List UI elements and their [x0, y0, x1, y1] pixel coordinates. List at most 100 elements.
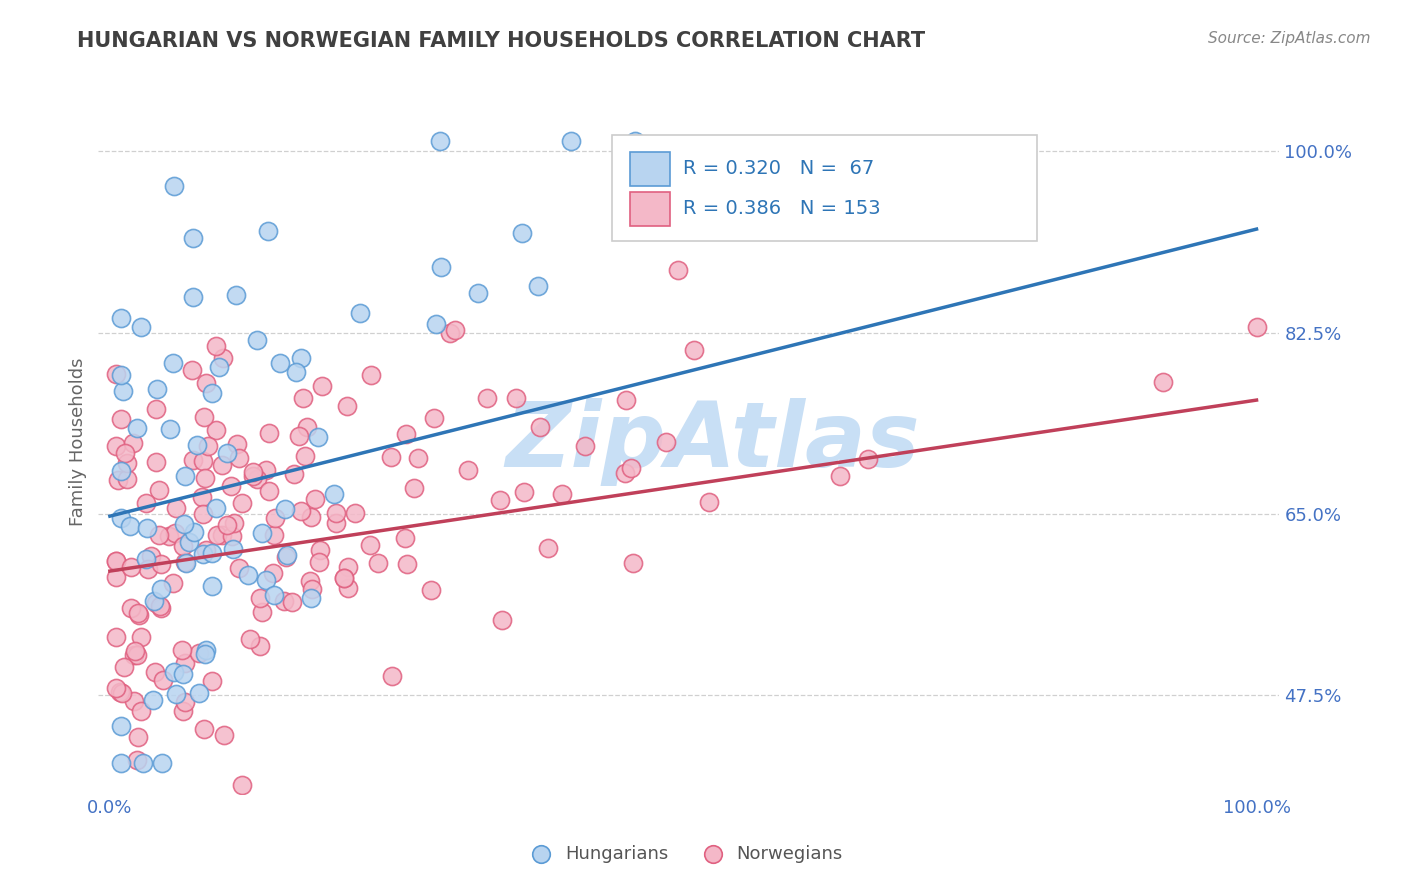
Point	[242, 469, 264, 483]
Point	[159, 422, 181, 436]
Point	[181, 230, 204, 244]
Point	[127, 421, 149, 435]
Point	[246, 472, 269, 486]
Point	[193, 723, 215, 737]
Point	[697, 495, 720, 509]
Point	[173, 516, 195, 531]
Point	[188, 647, 211, 661]
Point	[621, 556, 644, 570]
Point	[120, 601, 142, 615]
Point	[336, 399, 359, 413]
Point	[110, 412, 132, 426]
Point	[124, 644, 146, 658]
Point	[254, 463, 277, 477]
Point	[162, 355, 184, 369]
Point	[250, 525, 273, 540]
Point	[444, 323, 467, 337]
Point	[290, 351, 312, 365]
Point	[110, 464, 132, 478]
Point	[191, 454, 214, 468]
Point	[537, 541, 560, 555]
Point	[231, 778, 253, 792]
Point	[292, 392, 315, 406]
Point	[193, 409, 215, 424]
Point	[115, 471, 138, 485]
Point	[110, 511, 132, 525]
Point	[295, 420, 318, 434]
Point	[122, 436, 145, 450]
Point	[211, 458, 233, 472]
Point	[429, 260, 451, 274]
Point	[194, 376, 217, 390]
Point	[228, 561, 250, 575]
Point	[127, 731, 149, 745]
Point	[162, 576, 184, 591]
Point	[149, 582, 172, 597]
Point	[654, 435, 676, 450]
Point	[176, 556, 198, 570]
Point	[269, 356, 291, 370]
Point	[110, 718, 132, 732]
Point	[143, 594, 166, 608]
Point	[204, 339, 226, 353]
Point	[666, 262, 689, 277]
Point	[360, 368, 382, 382]
Point	[131, 704, 153, 718]
Point	[527, 279, 550, 293]
Point	[115, 457, 138, 471]
Point	[333, 571, 356, 585]
Point	[110, 756, 132, 770]
Text: R = 0.386   N = 153: R = 0.386 N = 153	[683, 200, 880, 219]
Point	[217, 518, 239, 533]
Point	[273, 594, 295, 608]
Point	[311, 379, 333, 393]
Point	[197, 439, 219, 453]
Point	[325, 516, 347, 530]
Point	[181, 453, 204, 467]
Point	[152, 673, 174, 688]
Point	[174, 555, 197, 569]
Point	[404, 481, 426, 495]
Point	[283, 467, 305, 481]
Point	[194, 643, 217, 657]
Point	[183, 525, 205, 540]
Point	[132, 756, 155, 770]
Point	[172, 642, 194, 657]
Point	[301, 582, 323, 596]
Point	[136, 562, 159, 576]
Point	[238, 568, 260, 582]
Point	[107, 473, 129, 487]
Point	[830, 469, 852, 483]
Point	[111, 686, 134, 700]
Point	[249, 591, 271, 605]
Point	[560, 134, 582, 148]
Text: Hungarians: Hungarians	[565, 845, 668, 863]
Point	[491, 613, 513, 627]
Point	[131, 320, 153, 334]
Point	[122, 648, 145, 663]
Point	[191, 490, 214, 504]
Point	[172, 705, 194, 719]
Point	[162, 665, 184, 680]
Point	[127, 753, 149, 767]
Point	[212, 728, 235, 742]
Point	[228, 451, 250, 466]
Point	[181, 363, 204, 377]
Point	[284, 365, 307, 379]
Point	[381, 668, 404, 682]
Point	[193, 507, 215, 521]
Point	[135, 520, 157, 534]
Point	[307, 430, 329, 444]
Point	[173, 695, 195, 709]
Point	[127, 606, 149, 620]
Point	[148, 483, 170, 497]
Point	[179, 535, 201, 549]
Point	[104, 439, 127, 453]
Point	[145, 401, 167, 416]
Point	[143, 665, 166, 679]
Point	[262, 566, 284, 581]
Point	[308, 555, 330, 569]
Point	[201, 579, 224, 593]
Point	[231, 496, 253, 510]
Point	[264, 510, 287, 524]
